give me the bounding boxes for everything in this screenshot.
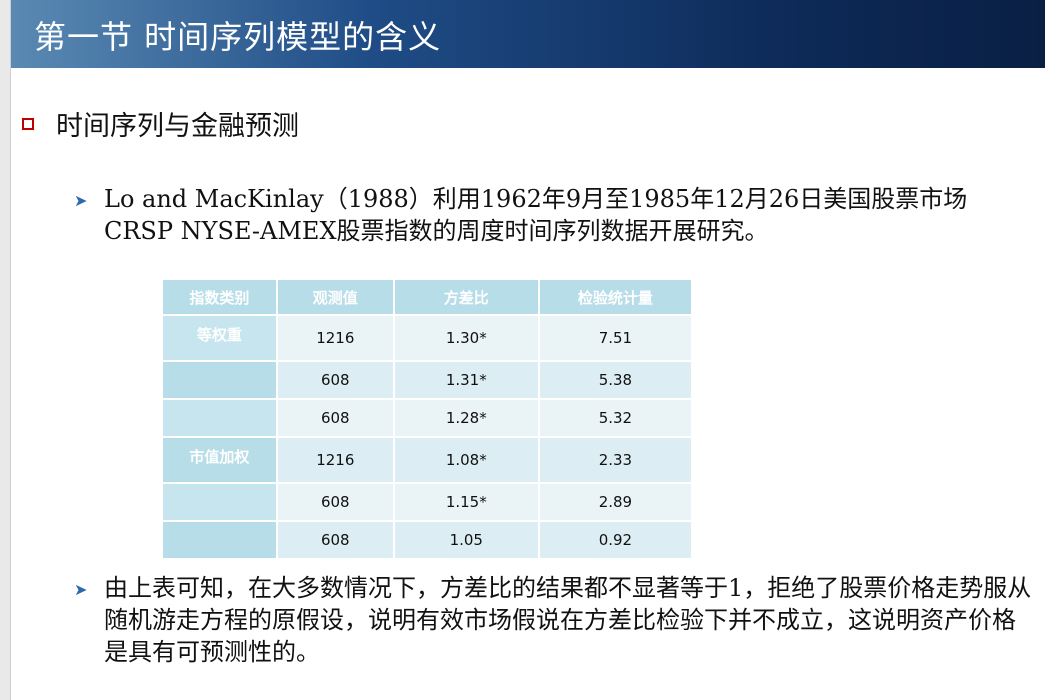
slide-title: 第一节 时间序列模型的含义: [34, 18, 442, 56]
cell-obs: 1216: [277, 438, 393, 482]
section-heading: 时间序列与金融预测: [22, 104, 299, 143]
table-row: 608 1.31* 5.38: [163, 362, 691, 398]
paragraph-2: 由上表可知，在大多数情况下，方差比的结果都不显著等于1，拒绝了股票价格走势服从随…: [104, 574, 1032, 666]
cell-ratio: 1.30*: [394, 316, 538, 360]
table-row: 等权重 1216 1.30* 7.51: [163, 316, 691, 360]
cell-ratio: 1.31*: [394, 362, 538, 398]
cell-obs: 608: [277, 362, 393, 398]
header-stat: 检验统计量: [539, 280, 691, 314]
cell-stat: 5.32: [539, 400, 691, 436]
cell-obs: 608: [277, 484, 393, 520]
cell-category: [163, 522, 276, 558]
variance-ratio-table: 指数类别 观测值 方差比 检验统计量 等权重 1216 1.30* 7.51 6…: [161, 278, 693, 560]
cell-ratio: 1.28*: [394, 400, 538, 436]
paragraph-1: Lo and MacKinlay（1988）利用1962年9月至1985年12月…: [104, 185, 968, 245]
cell-stat: 5.38: [539, 362, 691, 398]
cell-ratio: 1.05: [394, 522, 538, 558]
cell-ratio: 1.15*: [394, 484, 538, 520]
arrow-bullet-icon: ➤: [74, 580, 88, 599]
header-ratio: 方差比: [394, 280, 538, 314]
cell-category: [163, 362, 276, 398]
cell-category: 市值加权: [163, 438, 276, 482]
cell-stat: 7.51: [539, 316, 691, 360]
cell-category: 等权重: [163, 316, 276, 360]
heading-text: 时间序列与金融预测: [56, 111, 299, 142]
cell-stat: 2.89: [539, 484, 691, 520]
cell-category: [163, 400, 276, 436]
left-edge-strip: [0, 0, 11, 700]
cell-obs: 608: [277, 522, 393, 558]
header-obs: 观测值: [277, 280, 393, 314]
cell-stat: 0.92: [539, 522, 691, 558]
square-bullet-icon: [22, 117, 34, 130]
title-bar: 第一节 时间序列模型的含义: [11, 0, 1045, 68]
cell-ratio: 1.08*: [394, 438, 538, 482]
cell-obs: 608: [277, 400, 393, 436]
header-category: 指数类别: [163, 280, 276, 314]
cell-stat: 2.33: [539, 438, 691, 482]
table-row: 608 1.15* 2.89: [163, 484, 691, 520]
table-row: 市值加权 1216 1.08* 2.33: [163, 438, 691, 482]
table-row: 608 1.28* 5.32: [163, 400, 691, 436]
table-row: 608 1.05 0.92: [163, 522, 691, 558]
table-header-row: 指数类别 观测值 方差比 检验统计量: [163, 280, 691, 314]
cell-obs: 1216: [277, 316, 393, 360]
arrow-bullet-icon: ➤: [74, 191, 88, 210]
cell-category: [163, 484, 276, 520]
